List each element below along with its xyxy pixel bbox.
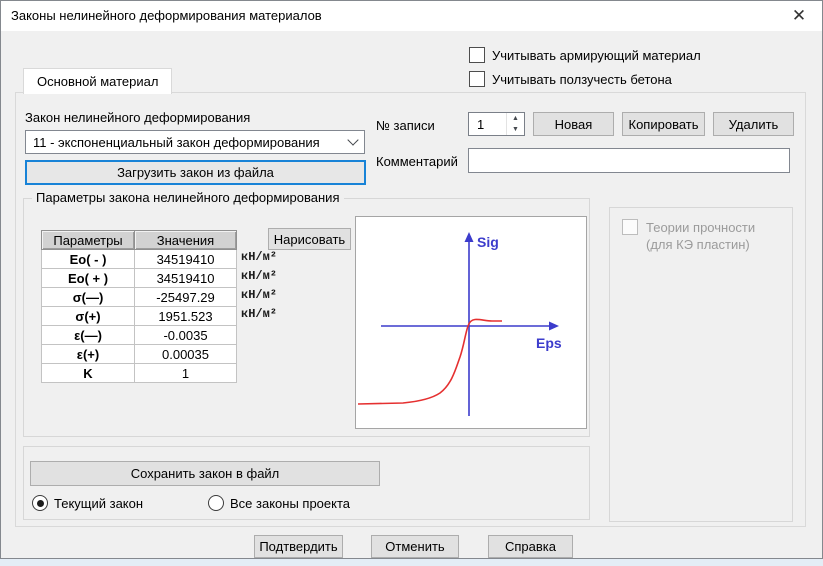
checkbox-box-icon[interactable] bbox=[469, 71, 485, 87]
param-name-cell[interactable]: Eo( + ) bbox=[41, 268, 135, 288]
param-table-row: Eo( + ) 34519410 bbox=[41, 268, 237, 288]
record-number-value[interactable]: 1 bbox=[477, 116, 485, 132]
stepper-down-icon[interactable]: ▼ bbox=[512, 126, 519, 133]
param-unit-label: кН/м² bbox=[241, 250, 278, 264]
param-value-cell[interactable]: -25497.29 bbox=[134, 287, 237, 307]
background-strip bbox=[0, 559, 823, 566]
param-value-cell[interactable]: 34519410 bbox=[134, 268, 237, 288]
checkbox-box-icon[interactable] bbox=[469, 47, 485, 63]
param-value-cell[interactable]: 0.00035 bbox=[134, 344, 237, 364]
stepper-arrows[interactable]: ▲ ▼ bbox=[506, 113, 524, 135]
checkbox-reinforcing-material[interactable]: Учитывать армирующий материал bbox=[469, 47, 701, 63]
param-table-row: σ(—) -25497.29 bbox=[41, 287, 237, 307]
param-unit-label bbox=[241, 344, 277, 363]
params-table-body: Eo( - ) 34519410 Eo( + ) 34519410 σ(—) -25497… bbox=[41, 249, 237, 383]
params-table: Параметры Значения Eo( - ) 34519410 Eo( + … bbox=[41, 230, 237, 383]
record-number-stepper[interactable]: 1 ▲ ▼ bbox=[468, 112, 525, 136]
param-value-cell[interactable]: 1951.523 bbox=[134, 306, 237, 326]
param-name-cell[interactable]: σ(+) bbox=[41, 306, 135, 326]
plot-svg: Sig Eps bbox=[357, 232, 562, 416]
stress-strain-plot: Sig Eps bbox=[355, 216, 587, 429]
param-name-cell[interactable]: Eo( - ) bbox=[41, 249, 135, 269]
params-header-value: Значения bbox=[134, 230, 237, 250]
strength-theories-group: Теории прочности (для КЭ пластин) bbox=[609, 207, 793, 522]
checkbox-reinforcing-label: Учитывать армирующий материал bbox=[492, 47, 701, 63]
param-name-cell[interactable]: K bbox=[41, 363, 135, 383]
save-law-to-file-button[interactable]: Сохранить закон в файл bbox=[30, 461, 380, 486]
params-group-title: Параметры закона нелинейного деформирова… bbox=[32, 190, 344, 205]
param-table-row: Eo( - ) 34519410 bbox=[41, 249, 237, 269]
params-header-name: Параметры bbox=[41, 230, 135, 250]
param-unit-label bbox=[241, 363, 277, 382]
radio-unselected-icon[interactable] bbox=[208, 495, 224, 511]
param-unit-label: кН/м² bbox=[241, 307, 278, 321]
chevron-down-icon[interactable] bbox=[342, 134, 364, 146]
load-law-from-file-button[interactable]: Загрузить закон из файла bbox=[25, 160, 366, 185]
param-value-cell[interactable]: 34519410 bbox=[134, 249, 237, 269]
new-record-button[interactable]: Новая bbox=[533, 112, 614, 136]
checkbox-concrete-creep[interactable]: Учитывать ползучесть бетона bbox=[469, 71, 672, 87]
param-table-row: ε(—) -0.0035 bbox=[41, 325, 237, 345]
strength-theories-checkbox-icon bbox=[622, 219, 638, 235]
param-value-cell[interactable]: 1 bbox=[134, 363, 237, 383]
x-axis-label: Eps bbox=[536, 335, 562, 351]
param-table-row: σ(+) 1951.523 bbox=[41, 306, 237, 326]
radio-current-law[interactable]: Текущий закон bbox=[32, 495, 143, 511]
params-table-header-row: Параметры Значения bbox=[41, 230, 237, 250]
window-title: Законы нелинейного деформирования матери… bbox=[11, 8, 322, 23]
law-select-dropdown[interactable]: 11 - экспоненциальный закон деформирован… bbox=[25, 130, 365, 154]
save-group: Сохранить закон в файл Текущий закон Все… bbox=[23, 446, 590, 520]
strength-label-line2: (для КЭ пластин) bbox=[646, 237, 750, 252]
record-number-label: № записи bbox=[376, 118, 435, 133]
strength-label-line1: Теории прочности bbox=[646, 220, 756, 235]
law-curve bbox=[357, 318, 502, 405]
param-value-cell[interactable]: -0.0035 bbox=[134, 325, 237, 345]
y-axis-label: Sig bbox=[477, 234, 499, 250]
param-name-cell[interactable]: ε(+) bbox=[41, 344, 135, 364]
y-axis-arrow-icon bbox=[464, 232, 474, 242]
copy-record-button[interactable]: Копировать bbox=[622, 112, 705, 136]
radio-all-laws[interactable]: Все законы проекта bbox=[208, 495, 350, 511]
param-name-cell[interactable]: ε(—) bbox=[41, 325, 135, 345]
cancel-button[interactable]: Отменить bbox=[371, 535, 459, 558]
comment-label: Комментарий bbox=[376, 154, 458, 169]
help-button[interactable]: Справка bbox=[488, 535, 573, 558]
confirm-button[interactable]: Подтвердить bbox=[254, 535, 343, 558]
law-select-label: Закон нелинейного деформирования bbox=[25, 110, 251, 125]
param-table-row: ε(+) 0.00035 bbox=[41, 344, 237, 364]
delete-record-button[interactable]: Удалить bbox=[713, 112, 794, 136]
tab-main-material[interactable]: Основной материал bbox=[23, 68, 173, 94]
law-selected-value: 11 - экспоненциальный закон деформирован… bbox=[33, 134, 320, 150]
radio-all-laws-label: Все законы проекта bbox=[230, 495, 351, 511]
param-unit-label: кН/м² bbox=[241, 288, 278, 302]
param-unit-label bbox=[241, 325, 277, 344]
checkbox-creep-label: Учитывать ползучесть бетона bbox=[492, 71, 672, 87]
radio-current-law-label: Текущий закон bbox=[54, 495, 144, 511]
param-name-cell[interactable]: σ(—) bbox=[41, 287, 135, 307]
units-column: кН/м² кН/м² кН/м² кН/м² bbox=[241, 249, 277, 382]
close-icon[interactable]: ✕ bbox=[791, 6, 807, 25]
draw-button[interactable]: Нарисовать bbox=[268, 228, 351, 250]
stepper-up-icon[interactable]: ▲ bbox=[512, 115, 519, 122]
radio-selected-icon[interactable] bbox=[32, 495, 48, 511]
strength-theories-label: Теории прочности (для КЭ пластин) bbox=[646, 219, 755, 253]
titlebar: Законы нелинейного деформирования матери… bbox=[1, 1, 822, 31]
x-axis-arrow-icon bbox=[549, 321, 559, 331]
param-unit-label: кН/м² bbox=[241, 269, 278, 283]
params-group: Параметры закона нелинейного деформирова… bbox=[23, 190, 590, 437]
comment-input[interactable] bbox=[468, 148, 790, 173]
